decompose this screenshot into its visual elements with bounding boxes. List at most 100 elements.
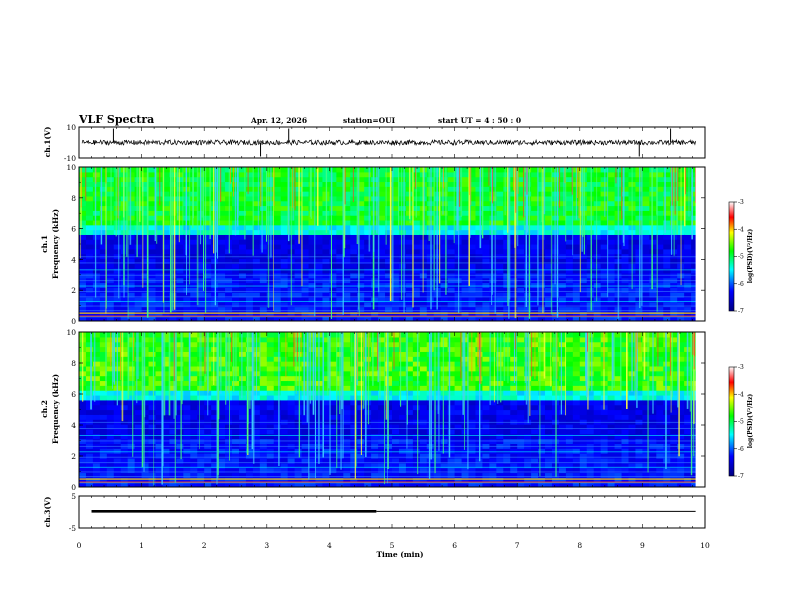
spectrogram-cell [183, 234, 191, 240]
spectrogram-cell [649, 239, 657, 245]
spectrogram-cell [385, 191, 393, 197]
spectrogram-cell [350, 268, 358, 274]
spectrogram-cell [127, 248, 136, 255]
spectrogram-cell [385, 167, 393, 173]
spectrogram-cell [684, 292, 692, 298]
spectrogram-cell [162, 205, 171, 211]
spectrogram-cell [565, 301, 574, 308]
spectrogram-cell [572, 282, 581, 288]
spectrogram-cell [176, 346, 184, 352]
spectrogram-cell [232, 282, 240, 288]
spectrogram-cell [148, 176, 157, 183]
spectrogram-cell [204, 239, 212, 245]
spectrogram-cell [517, 219, 525, 226]
spectrogram-cell [343, 472, 351, 478]
spectrogram-cell [364, 482, 372, 487]
spectrogram-cell [656, 210, 664, 216]
spectrogram-cell [510, 268, 518, 274]
spectrogram-cell [266, 292, 275, 298]
spectrogram-cell [482, 234, 490, 240]
spectrogram-cell [538, 239, 546, 245]
spectrogram-cell [419, 390, 428, 396]
spectrogram-cell [405, 316, 414, 321]
spectrogram-cell [308, 244, 317, 250]
spectrogram-cell [197, 428, 205, 435]
spectrogram-cell [218, 462, 226, 469]
spectrogram-cell [468, 171, 477, 178]
spectrogram-cell [329, 462, 337, 469]
spectrogram-cell [656, 316, 664, 321]
spectrogram-cell [176, 414, 184, 420]
spectrogram-hot-streak [469, 167, 471, 196]
spectrogram-cell [412, 424, 421, 430]
spectrogram-cell [238, 375, 247, 382]
spectrogram-cell [211, 457, 219, 464]
header-start-time: start UT = 4 : 50 : 0 [438, 116, 521, 125]
spectrogram-cell [392, 210, 400, 216]
spectrogram-cell [204, 462, 212, 469]
spectrogram-cell [266, 258, 275, 264]
spectrogram-cell [649, 167, 657, 173]
spectrogram-cell [85, 380, 94, 386]
spectrogram-cell [524, 296, 532, 303]
spectrogram-cell [273, 336, 282, 343]
spectrogram-cell [190, 287, 198, 293]
spectrogram-cell [378, 351, 386, 357]
spectrogram-cell [322, 356, 330, 362]
spectrogram-cell [127, 390, 136, 396]
spectrogram-cell [79, 316, 87, 321]
spectrogram-cell [79, 186, 87, 192]
spectrogram-cell [232, 248, 240, 255]
spectrogram-cell [287, 409, 296, 415]
spectrogram-cell [176, 370, 184, 377]
spectrogram-cell [322, 433, 330, 440]
spectrogram-cell [336, 219, 344, 226]
spectrogram-cell [315, 224, 324, 231]
spectrogram-cell [183, 282, 191, 288]
spectrogram-cell [127, 433, 136, 440]
spectrogram-cell [162, 351, 171, 357]
spectrogram-cell [656, 263, 664, 269]
spectrogram-cell [475, 224, 484, 231]
spectrogram-cell [419, 361, 428, 367]
spectrogram-cell [565, 195, 574, 202]
spectrogram-cell [385, 311, 393, 317]
spectrogram-cell [162, 296, 171, 303]
spectrogram-cell [259, 234, 268, 240]
spectrogram-hot-streak [260, 167, 262, 207]
spectrogram-cell [336, 248, 344, 255]
spectrogram-cell [85, 356, 94, 362]
spectrogram-cell [531, 282, 539, 288]
spectrogram-cell [79, 200, 87, 207]
spectrogram-cell [176, 316, 184, 321]
spectrogram-cell [294, 351, 303, 357]
spectrogram-cell [551, 316, 560, 321]
spectrogram-cell [329, 176, 337, 183]
spectrogram-cell [134, 390, 143, 396]
spectrogram-cell [120, 414, 129, 420]
spectrogram-cell [405, 472, 414, 478]
spectrogram-cell [176, 181, 184, 187]
spectrogram-cell [301, 234, 310, 240]
spectrogram-cell [371, 181, 379, 187]
spectrogram-cell [600, 224, 609, 231]
spectrogram-cell [225, 263, 233, 269]
spectrogram-cell [565, 181, 574, 187]
spectrogram-cell [392, 457, 400, 464]
spectrogram-cell [238, 428, 247, 435]
spectrogram-cell [461, 195, 470, 202]
spectrogram-cell [447, 191, 456, 197]
colorbar-tick-label: -7 [738, 308, 744, 315]
spectrogram-cell [79, 433, 87, 440]
spectrogram-cell [600, 311, 609, 317]
spectrogram-cell [280, 239, 289, 245]
spectrogram-cell [461, 301, 470, 308]
spectrogram-cell [273, 311, 282, 317]
spectrogram-cell [545, 195, 553, 202]
spectrogram-cell [120, 399, 129, 406]
spectrogram-cell [183, 462, 191, 469]
spectrogram-cell [92, 296, 101, 303]
y-tick-label: 0 [71, 317, 76, 326]
spectrogram-cell [371, 390, 379, 396]
spectrogram-cell [204, 205, 212, 211]
